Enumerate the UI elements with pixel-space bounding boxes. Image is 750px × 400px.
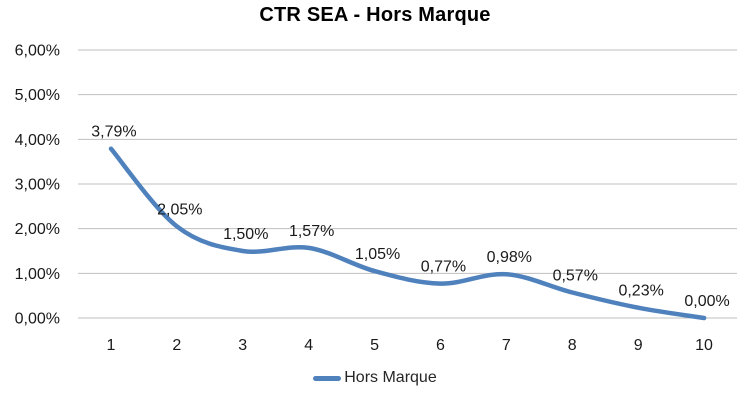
data-label: 1,05%	[355, 246, 400, 263]
y-tick-label: 0,00%	[15, 311, 60, 328]
data-label: 1,57%	[289, 223, 334, 240]
data-label: 3,79%	[91, 124, 136, 141]
x-tick-label: 1	[106, 337, 115, 354]
data-label: 0,00%	[684, 293, 729, 310]
y-tick-label: 2,00%	[15, 221, 60, 238]
y-tick-label: 6,00%	[15, 43, 60, 60]
data-label: 1,50%	[223, 226, 268, 243]
y-tick-label: 4,00%	[15, 132, 60, 149]
data-label: 0,57%	[553, 268, 598, 285]
legend-label: Hors Marque	[344, 369, 437, 386]
data-label: 0,98%	[487, 249, 532, 266]
y-tick-label: 5,00%	[15, 87, 60, 104]
y-tick-label: 1,00%	[15, 266, 60, 283]
legend-line-marker	[313, 375, 342, 381]
y-tick-label: 3,00%	[15, 177, 60, 194]
data-label: 0,23%	[618, 283, 663, 300]
x-tick-label: 3	[238, 337, 247, 354]
x-tick-label: 10	[695, 337, 713, 354]
x-tick-label: 7	[502, 337, 511, 354]
data-label: 2,05%	[157, 201, 202, 218]
legend: Hors Marque	[0, 367, 750, 389]
data-label: 0,77%	[421, 259, 466, 276]
x-tick-label: 2	[172, 337, 181, 354]
x-tick-label: 5	[370, 337, 379, 354]
x-tick-label: 8	[568, 337, 577, 354]
chart-title: CTR SEA - Hors Marque	[259, 4, 491, 26]
x-tick-label: 6	[436, 337, 445, 354]
series-line-hors-marque	[108, 146, 707, 321]
x-tick-label: 9	[634, 337, 643, 354]
x-tick-label: 4	[304, 337, 313, 354]
